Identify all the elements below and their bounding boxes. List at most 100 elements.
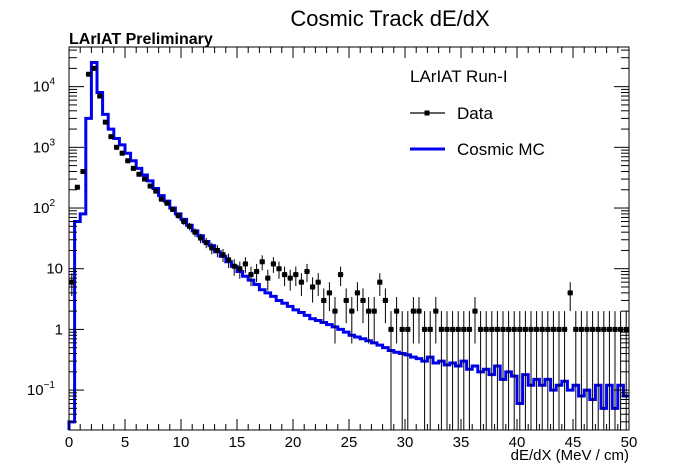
legend-data-label: Data bbox=[457, 104, 493, 123]
data-point bbox=[226, 257, 232, 263]
y-tick-exponent: 4 bbox=[49, 77, 55, 88]
data-point bbox=[595, 326, 601, 332]
data-point bbox=[170, 206, 176, 212]
y-tick-label: 10 bbox=[46, 261, 63, 278]
data-point bbox=[315, 279, 321, 285]
data-point bbox=[298, 279, 304, 285]
y-tick-label: 1 bbox=[55, 321, 63, 338]
data-point bbox=[80, 168, 86, 174]
data-point bbox=[231, 263, 237, 269]
data-point bbox=[242, 261, 248, 267]
data-point bbox=[483, 326, 489, 332]
data-point bbox=[416, 308, 422, 314]
data-point bbox=[343, 297, 349, 303]
x-axis-ticks: 0 5 10 15 20 25 30 35 40 45 50 bbox=[65, 47, 638, 451]
data-point bbox=[556, 326, 562, 332]
y-tick-base: 10 bbox=[33, 139, 50, 156]
data-point bbox=[584, 326, 590, 332]
x-tick-label: 0 bbox=[65, 434, 73, 451]
data-point bbox=[522, 326, 528, 332]
data-point bbox=[276, 266, 282, 272]
data-point bbox=[500, 326, 506, 332]
data-point bbox=[321, 297, 327, 303]
data-point bbox=[214, 247, 220, 253]
data-point bbox=[102, 119, 108, 125]
data-point bbox=[354, 290, 360, 296]
mc-histogram-group bbox=[67, 60, 629, 430]
x-tick-label: 15 bbox=[229, 434, 246, 451]
data-point bbox=[175, 213, 181, 219]
x-tick-label: 5 bbox=[121, 434, 129, 451]
data-point bbox=[394, 308, 400, 314]
data-point bbox=[472, 308, 478, 314]
data-point bbox=[366, 308, 372, 314]
data-point bbox=[119, 150, 125, 156]
data-point bbox=[158, 196, 164, 202]
data-point bbox=[562, 326, 568, 332]
data-point bbox=[338, 272, 344, 278]
data-point bbox=[461, 326, 467, 332]
y-tick-exponent: 3 bbox=[49, 137, 55, 148]
data-point bbox=[310, 284, 316, 290]
y-tick-base: 10 bbox=[33, 200, 50, 217]
y-tick-label: 103 bbox=[33, 137, 56, 156]
y-tick-base: 10 bbox=[33, 79, 50, 96]
data-point bbox=[270, 261, 276, 267]
data-point bbox=[186, 223, 192, 229]
data-point bbox=[494, 326, 500, 332]
data-point bbox=[427, 326, 433, 332]
data-point bbox=[192, 229, 198, 235]
data-point bbox=[332, 308, 338, 314]
data-point bbox=[601, 326, 607, 332]
y-tick-base: 10 bbox=[27, 382, 44, 399]
x-tick-label: 20 bbox=[285, 434, 302, 451]
data-point bbox=[181, 218, 187, 224]
data-point bbox=[147, 183, 153, 189]
y-tick-label: 10−1 bbox=[27, 380, 56, 399]
data-point bbox=[433, 308, 439, 314]
data-point bbox=[422, 326, 428, 332]
y-tick-label: 102 bbox=[33, 198, 56, 217]
data-point bbox=[136, 171, 142, 177]
data-point bbox=[209, 245, 215, 251]
data-point bbox=[259, 259, 265, 265]
x-tick-label: 25 bbox=[341, 434, 358, 451]
data-point bbox=[382, 297, 388, 303]
data-point bbox=[164, 200, 170, 206]
data-point bbox=[506, 326, 512, 332]
x-tick-label: 50 bbox=[621, 434, 638, 451]
data-point bbox=[130, 165, 136, 171]
data-point bbox=[455, 326, 461, 332]
data-point bbox=[254, 268, 260, 274]
data-point bbox=[74, 184, 80, 190]
data-point bbox=[91, 65, 97, 71]
data-point bbox=[220, 252, 226, 258]
x-tick-label: 35 bbox=[453, 434, 470, 451]
data-point bbox=[349, 308, 355, 314]
data-point bbox=[248, 272, 254, 278]
data-point bbox=[410, 308, 416, 314]
data-point bbox=[450, 326, 456, 332]
data-point bbox=[265, 275, 271, 281]
data-point bbox=[438, 326, 444, 332]
data-point bbox=[198, 235, 204, 241]
data-point bbox=[399, 326, 405, 332]
y-tick-label: 104 bbox=[33, 77, 56, 96]
x-tick-label: 30 bbox=[397, 434, 414, 451]
data-point bbox=[573, 326, 579, 332]
data-point bbox=[388, 326, 394, 332]
x-tick-label: 40 bbox=[509, 434, 526, 451]
data-point bbox=[405, 326, 411, 332]
data-point bbox=[97, 93, 103, 99]
data-point bbox=[377, 279, 383, 285]
data-point bbox=[528, 326, 534, 332]
legend-data-marker bbox=[424, 110, 430, 116]
data-point bbox=[326, 290, 332, 296]
data-point bbox=[371, 308, 377, 314]
x-tick-label: 45 bbox=[565, 434, 582, 451]
data-point bbox=[203, 240, 209, 246]
legend-header: LArIAT Run-I bbox=[410, 67, 508, 86]
data-point bbox=[511, 326, 517, 332]
x-axis-label: dE/dX (MeV / cm) bbox=[511, 447, 629, 464]
y-tick-exponent: −1 bbox=[44, 380, 56, 391]
